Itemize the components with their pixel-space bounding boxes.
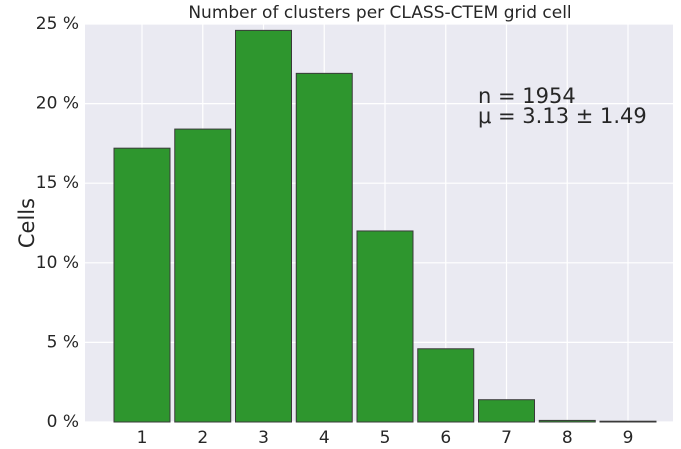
x-tick-label: 2 <box>197 428 208 448</box>
x-tick-label: 9 <box>623 428 634 448</box>
y-tick-label: 5 % <box>47 332 79 352</box>
annotation: μ = 3.13 ± 1.49 <box>478 104 647 128</box>
x-tick-label: 4 <box>319 428 330 448</box>
x-tick-label: 6 <box>440 428 451 448</box>
bar <box>235 29 292 423</box>
bar <box>295 72 353 423</box>
bar <box>174 128 232 423</box>
bar <box>113 147 171 423</box>
x-tick-label: 1 <box>137 428 148 448</box>
y-tick-label: 20 % <box>36 94 79 114</box>
x-tick-label: 5 <box>380 428 391 448</box>
bar <box>538 419 596 423</box>
y-tick-label: 10 % <box>36 253 79 273</box>
y-axis-label: Cells <box>15 198 39 248</box>
y-tick-label: 25 % <box>36 14 79 34</box>
bar <box>478 399 535 423</box>
chart-title: Number of clusters per CLASS-CTEM grid c… <box>188 3 571 23</box>
bar <box>417 348 475 423</box>
annotation: n = 1954 <box>478 84 576 108</box>
x-tick-label: 3 <box>258 428 269 448</box>
bar <box>599 420 657 423</box>
x-tick-label: 8 <box>562 428 573 448</box>
x-tick-label: 7 <box>501 428 512 448</box>
y-tick-label: 0 % <box>47 412 79 432</box>
bar <box>356 230 414 423</box>
y-tick-label: 15 % <box>36 173 79 193</box>
